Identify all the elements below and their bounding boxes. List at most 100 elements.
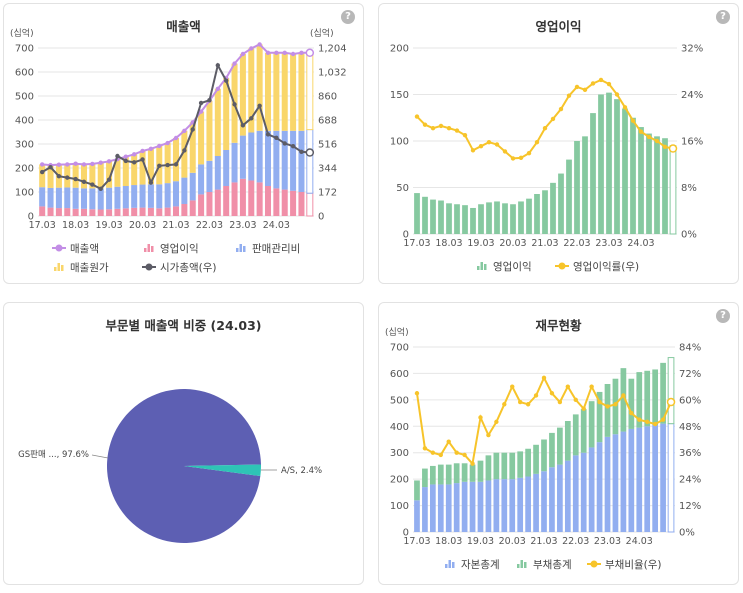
pie-slice-small <box>184 464 261 477</box>
x-tick-label: 20.03 <box>129 220 156 231</box>
bar-매출원가 <box>306 52 314 131</box>
point-부채비율(우) <box>422 446 428 451</box>
point-시가총액(우) <box>106 177 112 182</box>
bar-부채총계 <box>596 391 603 443</box>
legend-label: 영업이익 <box>160 242 199 255</box>
point-매출액 <box>240 51 246 57</box>
point-영업이익률(우) <box>486 139 492 145</box>
y-tick-label: 100 <box>390 137 409 148</box>
y-tick-label: 600 <box>390 369 409 380</box>
point-시가총액(우) <box>265 132 271 137</box>
bar-자본총계 <box>493 479 500 532</box>
point-시가총액(우) <box>182 148 187 153</box>
point-부채비율(우) <box>660 417 666 422</box>
bar-icon <box>520 560 523 568</box>
point-영업이익률(우) <box>454 128 460 133</box>
point-매출액 <box>290 51 296 57</box>
point-영업이익률(우) <box>598 77 604 83</box>
point-시가총액(우) <box>207 97 212 103</box>
x-tick-label: 17.03 <box>403 536 430 547</box>
bar-영업이익 <box>662 138 668 234</box>
bar-부채총계 <box>533 444 539 474</box>
bar-매출원가 <box>72 163 79 188</box>
bar-icon <box>524 562 527 568</box>
bar-매출원가 <box>131 154 138 186</box>
point-매출액 <box>106 159 112 164</box>
point-영업이익률(우) <box>614 92 620 97</box>
finance-panel: 재무현황 ? 0 100 200 300 400 500 600 700 0% 12% 24% 36%… <box>378 302 739 585</box>
point-시가총액(우) <box>157 163 162 168</box>
bar-부채총계 <box>557 427 563 465</box>
help-icon[interactable]: ? <box>716 309 730 323</box>
y2-tick-label: 516 <box>318 140 337 151</box>
bar-부채총계 <box>493 452 500 480</box>
bar-매출원가 <box>139 150 146 185</box>
y-tick-label: 700 <box>390 343 409 354</box>
legend-label: 자본총계 <box>461 559 500 571</box>
bar-icon <box>480 262 483 270</box>
bar-판매관리비 <box>97 188 104 210</box>
x-tick-label: 18.03 <box>435 238 462 249</box>
op-profit-panel: 영업이익 ? 0 50 100 150 200 0% 8% 16% 24% 32% 17.03 18.… <box>378 3 739 284</box>
point-영업이익률(우) <box>446 126 452 131</box>
bar-영업이익 <box>64 208 71 216</box>
bar-자본총계 <box>636 427 643 532</box>
x-tick-label: 22.03 <box>563 238 590 249</box>
y2-tick-label: 8% <box>681 183 697 194</box>
bar-icon <box>517 564 520 568</box>
bar-판매관리비 <box>189 172 196 201</box>
bar-부채총계 <box>501 452 508 480</box>
point-부채비율(우) <box>637 417 642 422</box>
bar-icon <box>147 244 150 252</box>
bar-영업이익 <box>164 207 171 216</box>
point-영업이익률(우) <box>646 134 652 140</box>
bar-판매관리비 <box>139 184 146 208</box>
bar-매출원가 <box>198 111 205 165</box>
bar-부채총계 <box>628 378 635 429</box>
point-부채비율(우) <box>573 397 578 403</box>
bar-영업이익 <box>147 207 154 216</box>
bar-자본총계 <box>628 428 635 532</box>
point-시가총액(우) <box>274 135 279 141</box>
bar-판매관리비 <box>172 181 180 207</box>
point-시가총액(우) <box>148 180 154 185</box>
bar-매출원가 <box>80 164 88 189</box>
help-icon[interactable]: ? <box>716 10 730 24</box>
point-부채비율(우) <box>438 452 443 458</box>
bar-영업이익 <box>298 192 305 216</box>
bar-영업이익 <box>430 199 436 234</box>
bar-자본총계 <box>572 455 579 532</box>
bar-자본총계 <box>453 483 460 532</box>
bar-자본총계 <box>429 484 436 532</box>
bar-판매관리비 <box>64 187 71 209</box>
bar-판매관리비 <box>47 187 54 208</box>
point-시가총액(우) <box>215 63 221 68</box>
point-매출액 <box>123 154 129 159</box>
point-영업이익률(우) <box>590 81 596 86</box>
point-영업이익률(우) <box>502 149 508 154</box>
point-시가총액(우) <box>90 182 95 187</box>
bar-자본총계 <box>422 487 428 532</box>
help-icon[interactable]: ? <box>341 10 355 24</box>
point-매출액 <box>215 86 221 92</box>
bar-icon <box>243 246 246 252</box>
bar-icon <box>445 564 448 568</box>
y-tick-label: 400 <box>390 422 409 433</box>
bar-부채총계 <box>644 370 651 427</box>
point-부채비율(우) <box>533 393 539 398</box>
bar-부채총계 <box>477 460 484 482</box>
line-marker-icon <box>55 244 63 252</box>
point-부채비율(우) <box>565 384 571 389</box>
segment-pie-chart: GS판매 ..., 97.6% A/S, 2.4% <box>18 389 322 544</box>
bar-영업이익 <box>172 206 180 216</box>
y2-tick-label: 36% <box>679 448 701 459</box>
point-부채비율(우) <box>597 399 602 405</box>
bar-매출원가 <box>172 138 180 182</box>
bar-icon <box>239 244 242 252</box>
point-부채비율(우) <box>605 404 610 409</box>
bar-영업이익 <box>446 203 452 234</box>
bar-부채총계 <box>660 362 666 424</box>
bar-판매관리비 <box>239 135 246 179</box>
point-영업이익률(우) <box>478 144 484 149</box>
bar-icon <box>61 265 64 271</box>
